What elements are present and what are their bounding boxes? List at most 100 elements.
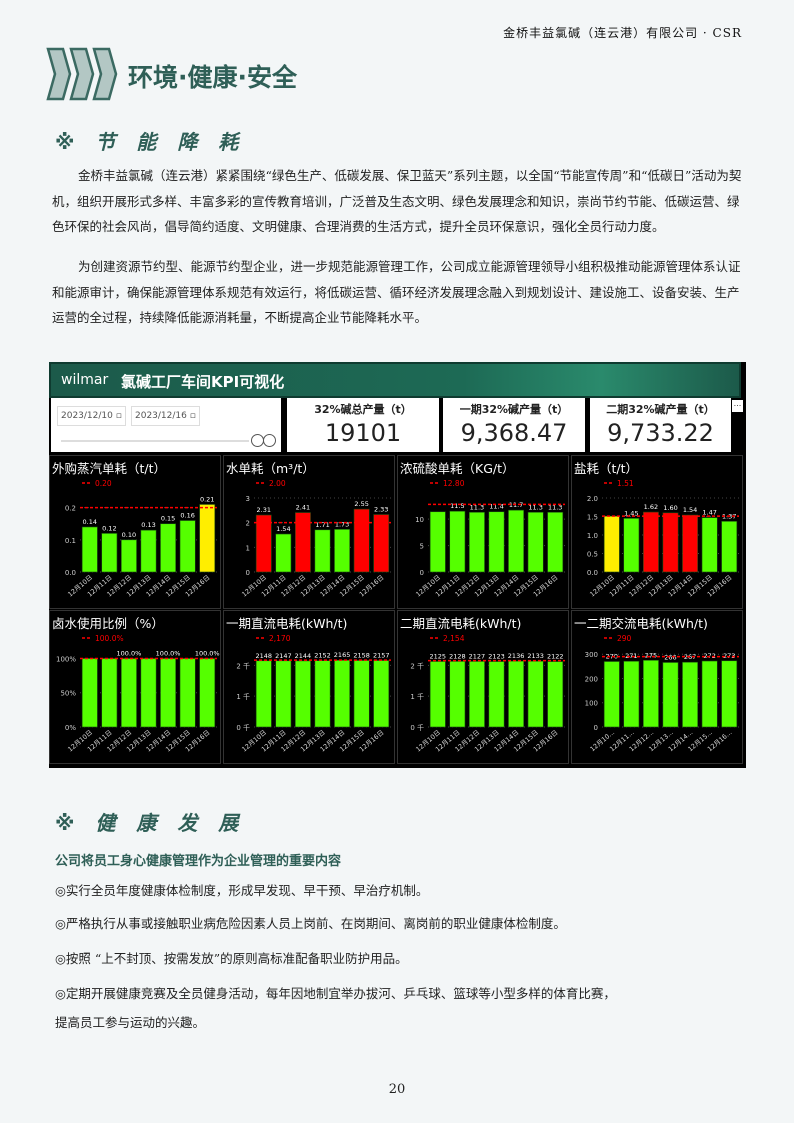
energy-paragraph-1: 金桥丰益氯碱（连云港）紧紧围绕“绿色生产、低碳发展、保卫蓝天”系列主题，以全国“…	[52, 168, 742, 234]
data-label: 2128	[449, 652, 466, 660]
start-date-input[interactable]: 2023/12/10 ▫	[57, 406, 126, 426]
data-label: 2144	[295, 652, 312, 660]
chart-panel: 浓硫酸单耗（KG/t） 0 5 10 12月10日 11.5 12月11日 11.3 12月12…	[397, 455, 569, 609]
data-label: 0.10	[122, 531, 136, 539]
bar	[199, 658, 216, 728]
bar	[547, 511, 564, 573]
data-label: 266	[664, 653, 676, 661]
target-label: 2.00	[269, 479, 286, 488]
bar-chart: 0 千1 千2 千212512月10日212812月11日212712月12日2…	[410, 634, 565, 754]
data-label: 11.3	[528, 503, 542, 511]
data-label: 0.12	[102, 524, 116, 532]
target-label: 12.80	[443, 479, 465, 488]
y-tick-label: 300	[585, 651, 598, 659]
end-date-value: 2023/12/16	[135, 411, 187, 421]
bar-chart: 01232.3112月10日1.5412月11日2.4112月12日1.7112…	[240, 479, 391, 599]
data-label: 2125	[430, 652, 447, 660]
bar	[468, 511, 485, 573]
section-title: 环境·健康·安全	[128, 63, 297, 92]
kpi-label: 一期32%碱产量（t）	[459, 403, 569, 416]
kpi-label: 二期32%碱产量（t）	[606, 403, 715, 416]
y-tick-label: 0%	[65, 724, 76, 732]
y-tick-label: 50%	[60, 690, 76, 698]
data-label: 2147	[275, 652, 292, 660]
data-label: 11.3	[548, 503, 562, 511]
bar	[179, 658, 196, 728]
target-label: 2,170	[269, 634, 291, 643]
bar	[353, 660, 370, 728]
data-label: 2123	[488, 653, 505, 661]
y-tick-label: 0	[594, 724, 598, 732]
bar	[255, 660, 272, 728]
bar	[662, 662, 679, 728]
y-tick-label: 1 千	[236, 692, 250, 701]
y-tick-label: 2 千	[236, 661, 250, 670]
data-label: 11.4	[489, 503, 503, 511]
health-item: ◎按照 “上不封顶、按需发放”的原则高标准配备职业防护用品。	[55, 951, 408, 966]
bar	[682, 514, 699, 573]
data-label: 2152	[314, 652, 331, 660]
data-label: 100.0%	[195, 649, 220, 657]
y-tick-label: 2 千	[410, 661, 424, 670]
target-label: 2,154	[443, 634, 465, 643]
y-tick-label: 5	[420, 543, 424, 551]
data-label: 267	[684, 653, 696, 661]
data-label: 2165	[334, 651, 351, 659]
data-label: 0.15	[161, 515, 175, 523]
bar	[701, 660, 718, 728]
y-tick-label: 1.0	[587, 532, 598, 540]
data-label: 1.54	[276, 525, 290, 533]
y-tick-label: 0.0	[587, 569, 598, 577]
bar	[275, 533, 292, 573]
data-label: 1.60	[663, 504, 677, 512]
data-label: 2148	[256, 652, 273, 660]
y-tick-label: 100	[585, 700, 598, 708]
bar	[547, 661, 564, 728]
company-header: 金桥丰益氯碱（连云港）有限公司 · CSR	[503, 26, 742, 40]
bar	[508, 509, 525, 573]
date-slider-track[interactable]	[61, 440, 249, 442]
target-label: 0.20	[95, 479, 112, 488]
chart-title: 二期直流电耗(kWh/t)	[400, 616, 522, 631]
y-tick-label: 0	[246, 569, 250, 577]
chart-panel: 盐耗（t/t） 0.0 0.5 1.0 1.5 2.0 12月10日 1.45 12月11日 1.…	[571, 455, 743, 609]
bar	[429, 511, 446, 573]
y-tick-label: 3	[246, 495, 250, 503]
bar	[527, 660, 544, 728]
bar	[642, 511, 659, 573]
bar	[314, 660, 331, 728]
data-label: 2127	[469, 652, 486, 660]
y-tick-label: 0.1	[65, 537, 76, 545]
bar-chart: 0 千1 千2 千214812月10日214712月11日214412月12日2…	[236, 634, 391, 754]
y-tick-label: 1 千	[410, 692, 424, 701]
chevron-decoration-icon	[46, 47, 118, 101]
bar	[662, 512, 679, 573]
more-options-button[interactable]: ...	[732, 400, 743, 412]
start-date-value: 2023/12/10	[61, 411, 113, 421]
data-label: 11.3	[470, 503, 484, 511]
bar	[508, 660, 525, 728]
kpi-value: 19101	[324, 419, 402, 447]
target-label: 1.51	[617, 479, 634, 488]
bar	[179, 520, 196, 573]
bar	[334, 659, 351, 728]
bar	[468, 661, 485, 728]
y-tick-label: 1	[246, 544, 250, 552]
bar	[101, 533, 118, 573]
bar	[120, 658, 137, 728]
chart-title: 盐耗（t/t）	[574, 461, 639, 476]
slider-handle-end[interactable]	[263, 434, 276, 447]
energy-heading: ※ 节 能 降 耗	[55, 130, 246, 154]
y-tick-label: 0.5	[587, 551, 598, 559]
data-label: 275	[645, 651, 657, 659]
health-item: ◎严格执行从事或接触职业病危险因素人员上岗前、在岗期间、离岗前的职业健康体检制度…	[55, 916, 566, 931]
kpi-card-phase2: 二期32%碱产量（t） 9,733.22	[590, 398, 731, 452]
bar	[623, 518, 640, 573]
data-label: 11.5	[450, 502, 464, 510]
bar	[160, 523, 177, 573]
energy-paragraph-2: 为创建资源节约型、能源节约型企业，进一步规范能源管理工作，公司成立能源管理领导小…	[52, 259, 741, 325]
bar	[429, 661, 446, 728]
chart-title: 浓硫酸单耗（KG/t）	[400, 461, 515, 476]
y-tick-label: 0 千	[410, 723, 424, 732]
end-date-input[interactable]: 2023/12/16 ▫	[131, 406, 200, 426]
